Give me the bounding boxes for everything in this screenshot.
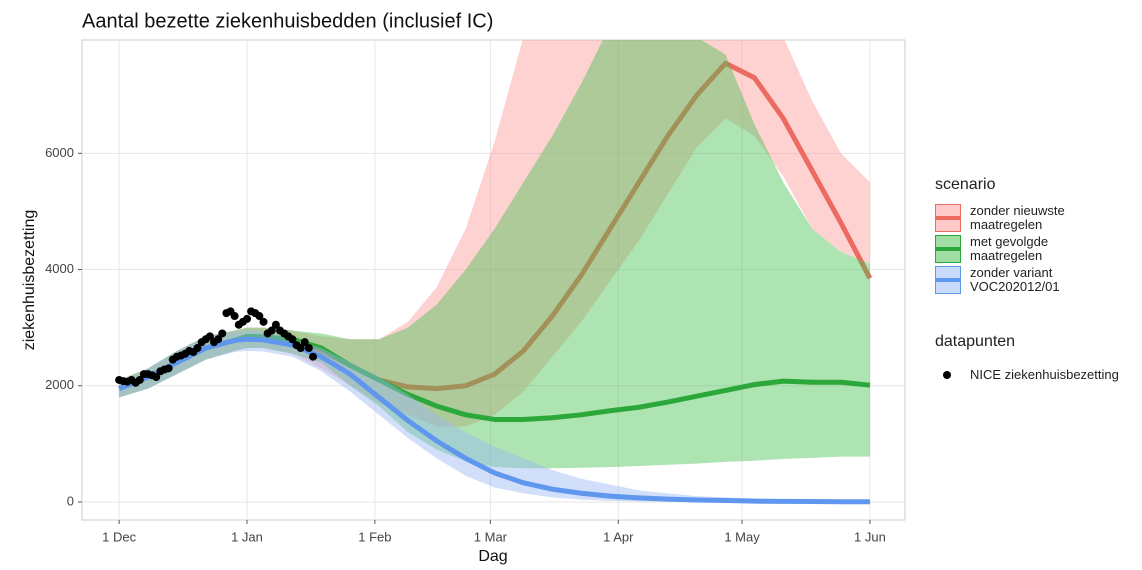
band [119, 40, 870, 427]
x-tick-label: 1 May [724, 529, 760, 544]
data-point [271, 320, 280, 329]
chart-title: Aantal bezette ziekenhuisbedden (inclusi… [82, 10, 493, 32]
data-point [152, 373, 161, 382]
legend-label: zonder nieuwste maatregelen [970, 203, 1065, 232]
y-tick-label: 4000 [45, 261, 74, 276]
legend-key [935, 235, 961, 263]
plot-area [115, 40, 873, 505]
legend-label: met gevolgde maatregelen [970, 234, 1049, 263]
band [119, 40, 870, 469]
x-tick-label: 1 Feb [358, 529, 391, 544]
data-point [304, 343, 313, 352]
data-point [205, 332, 214, 341]
legend-key [935, 266, 961, 294]
y-tick-label: 2000 [45, 377, 74, 392]
legend-label: NICE ziekenhuisbezetting [970, 367, 1119, 382]
y-axis-label: ziekenhuisbezetting [21, 210, 38, 351]
data-point [300, 338, 309, 347]
data-point [309, 352, 318, 361]
y-tick-label: 6000 [45, 145, 74, 160]
data-point [135, 375, 144, 384]
panel [81, 39, 906, 521]
data-point [218, 329, 227, 338]
data-point [214, 335, 223, 344]
data-point [267, 326, 276, 335]
legend-title: scenario [935, 176, 996, 193]
data-point [255, 312, 264, 321]
data-point [259, 317, 268, 326]
x-tick-label: 1 Dec [102, 529, 136, 544]
x-tick-label: 1 Jun [854, 529, 886, 544]
line [118, 336, 870, 505]
x-tick-label: 1 Apr [603, 529, 634, 544]
x-axis-label: Dag [478, 548, 507, 565]
data-point [243, 314, 252, 323]
data-point [164, 364, 173, 373]
legend-line [936, 247, 960, 251]
data-point [288, 335, 297, 344]
x-tick-label: 1 Mar [474, 529, 508, 544]
x-tick-label: 1 Jan [231, 529, 263, 544]
legend-line [936, 278, 960, 282]
data-point [193, 343, 202, 352]
legend-label: zonder variant VOC202012/01 [970, 265, 1060, 294]
data-point [296, 343, 305, 352]
data-point [230, 312, 239, 321]
legend-key [935, 204, 961, 232]
legend-line [936, 216, 960, 220]
legend-key [943, 371, 951, 379]
y-tick-label: 0 [67, 493, 74, 508]
legend-title: datapunten [935, 333, 1016, 350]
